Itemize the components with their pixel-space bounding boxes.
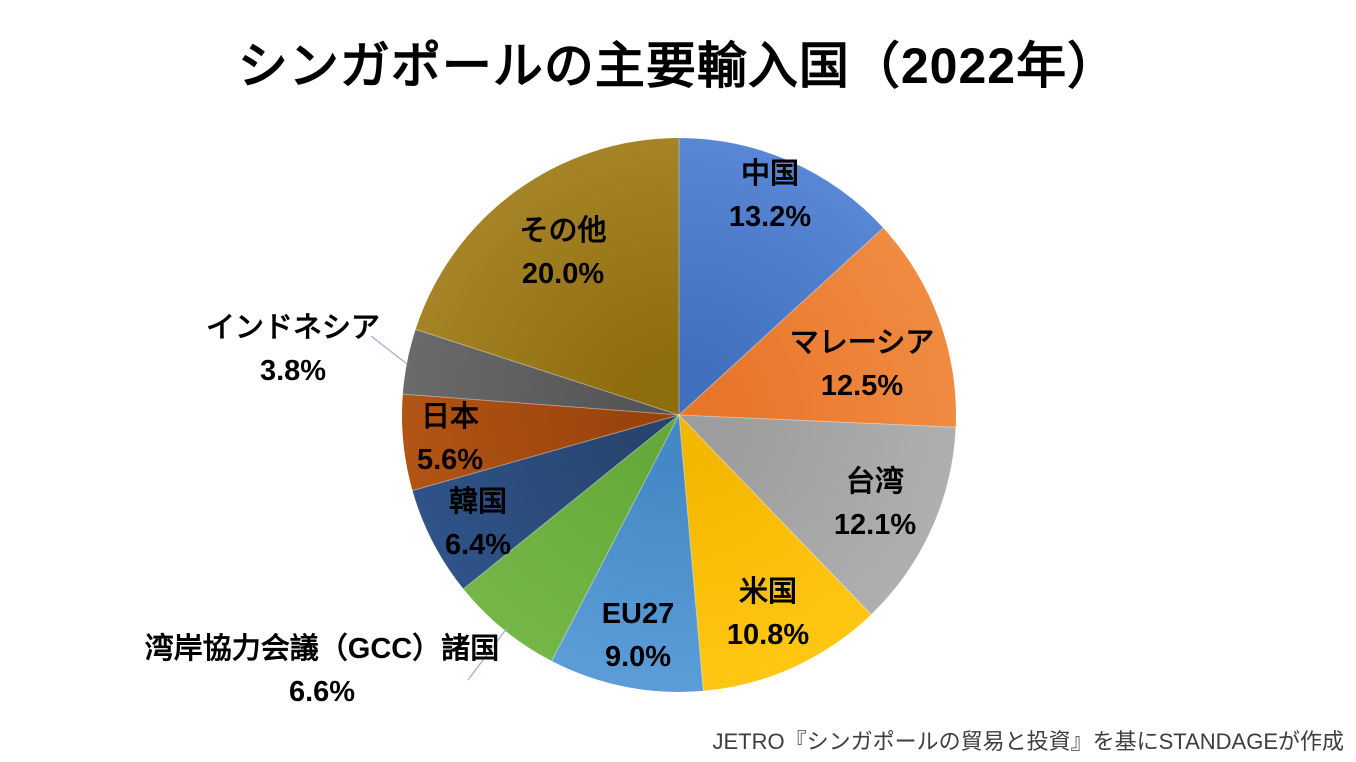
slice-value-10: 20.0% (522, 258, 604, 290)
slice-name-9: インドネシア (206, 312, 380, 344)
chart-title: シンガポールの主要輸入国（2022年） (237, 38, 1119, 94)
slice-divider (678, 227, 884, 416)
pie-slice-3 (679, 415, 956, 615)
pie-slice-8 (402, 394, 679, 491)
slice-divider (678, 414, 872, 615)
pie-slice-10 (415, 138, 679, 415)
pie-slice-1 (679, 138, 884, 415)
slice-name-4: 米国 (739, 575, 797, 608)
slice-name-5: EU27 (602, 598, 675, 630)
pie-slice-7 (412, 415, 679, 589)
slice-name-6: 湾岸協力会議（GCC）諸国 (145, 631, 499, 665)
pie-slice-4 (679, 415, 872, 691)
slice-value-5: 9.0% (605, 641, 671, 673)
slice-divider (412, 414, 680, 492)
pie-slice-6 (463, 415, 679, 661)
slice-divider (678, 414, 956, 428)
slice-name-7: 韓国 (449, 485, 507, 518)
slice-name-2: マレーシア (790, 327, 934, 359)
source-attribution: JETRO『シンガポールの貿易と投資』を基にSTANDAGEが作成 (712, 729, 1344, 754)
slice-divider (463, 414, 680, 590)
slice-value-2: 12.5% (821, 370, 903, 402)
leader-line-9 (370, 335, 408, 365)
slice-divider (402, 393, 680, 416)
pie-slice-2 (679, 227, 956, 428)
slice-divider (551, 414, 680, 662)
slice-value-7: 6.4% (445, 529, 511, 561)
slice-value-8: 5.6% (417, 444, 483, 476)
slice-name-3: 台湾 (846, 464, 904, 498)
leader-line-6 (467, 627, 508, 681)
slice-name-1: 中国 (741, 157, 799, 190)
slice-value-6: 6.6% (289, 676, 355, 708)
slice-name-10: その他 (519, 214, 606, 247)
slice-divider (678, 414, 704, 691)
slice-value-3: 12.1% (834, 509, 916, 541)
slice-value-9: 3.8% (260, 355, 326, 387)
slice-value-1: 13.2% (729, 201, 811, 233)
pie-slice-5 (551, 415, 704, 692)
slice-name-8: 日本 (421, 400, 479, 433)
slice-value-4: 10.8% (727, 619, 809, 651)
slice-divider (415, 328, 680, 416)
pie-slice-9 (402, 329, 679, 415)
